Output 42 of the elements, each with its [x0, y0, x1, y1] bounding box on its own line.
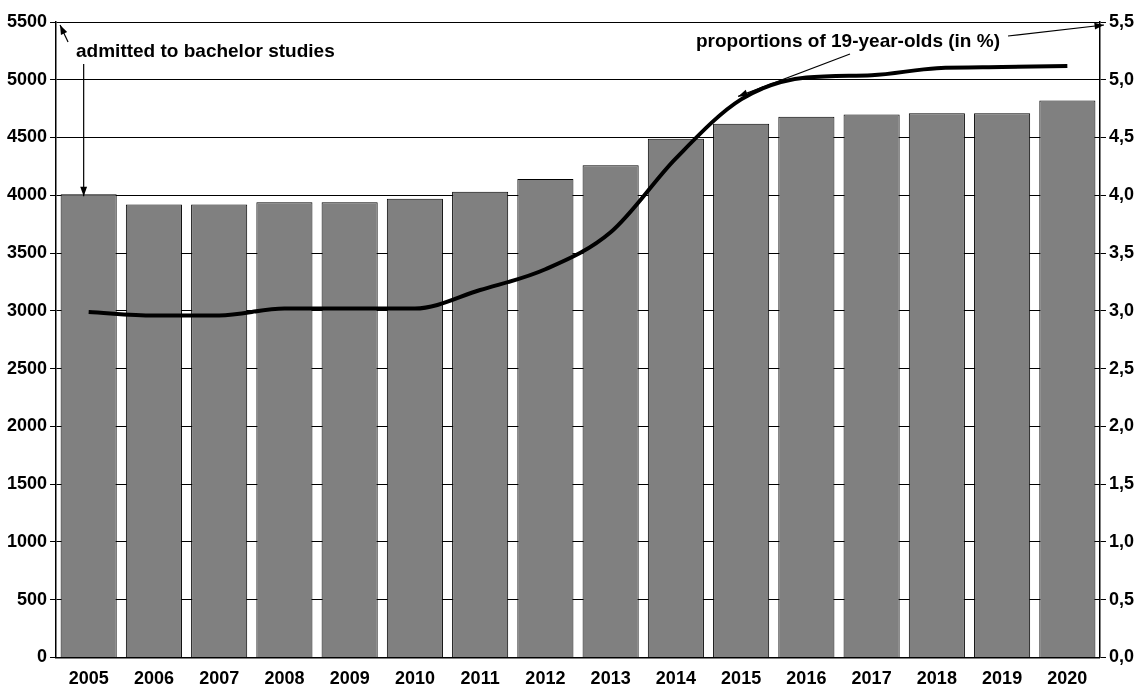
y2-tick-label: 2,0 — [1108, 415, 1135, 436]
x-tick-label: 2010 — [394, 668, 435, 689]
y-tick-label: 3000 — [7, 299, 48, 320]
annotation: proportions of 19-year-olds (in %) — [695, 30, 1000, 52]
annotation: admitted to bachelor studies — [76, 40, 335, 62]
x-tick-label: 2020 — [1047, 668, 1088, 689]
x-tick-label: 2011 — [460, 668, 500, 689]
y-tick-label: 5500 — [7, 10, 48, 31]
y2-tick-label: 0,5 — [1108, 588, 1135, 609]
y-tick-label: 2000 — [7, 415, 48, 436]
x-tick-label: 2008 — [264, 668, 305, 689]
y2-tick-label: 2,5 — [1108, 357, 1135, 378]
x-tick-label: 2014 — [655, 668, 696, 689]
y2-tick-label: 4,0 — [1108, 184, 1135, 205]
x-tick-label: 2013 — [590, 668, 631, 689]
x-tick-label: 2007 — [199, 668, 240, 689]
y-tick-label: 5000 — [7, 68, 48, 89]
y2-tick-label: 4,5 — [1108, 126, 1135, 147]
y-tick-label: 1000 — [7, 530, 48, 551]
y-tick-label: 2500 — [7, 357, 48, 378]
y2-tick-label: 1,5 — [1108, 473, 1135, 494]
x-tick-label: 2006 — [133, 668, 174, 689]
x-tick-label: 2012 — [525, 668, 566, 689]
x-tick-label: 2016 — [786, 668, 827, 689]
x-tick-label: 2005 — [68, 668, 109, 689]
y2-tick-label: 0,0 — [1108, 646, 1135, 667]
y-tick-label: 1500 — [7, 473, 48, 494]
x-tick-label: 2015 — [721, 668, 762, 689]
y2-tick-label: 3,5 — [1108, 242, 1135, 263]
y2-tick-label: 1,0 — [1108, 530, 1135, 551]
y2-tick-label: 5,5 — [1108, 10, 1135, 31]
x-tick-label: 2019 — [982, 668, 1023, 689]
y-tick-label: 4500 — [7, 126, 48, 147]
y2-tick-label: 5,0 — [1108, 68, 1135, 89]
x-tick-label: 2009 — [329, 668, 370, 689]
y-tick-label: 0 — [37, 646, 48, 667]
y-tick-label: 4000 — [7, 184, 48, 205]
x-tick-label: 2017 — [851, 668, 892, 689]
y-tick-label: 500 — [17, 588, 48, 609]
y-tick-label: 3500 — [7, 242, 48, 263]
y2-tick-label: 3,0 — [1108, 299, 1135, 320]
x-tick-label: 2018 — [916, 668, 957, 689]
